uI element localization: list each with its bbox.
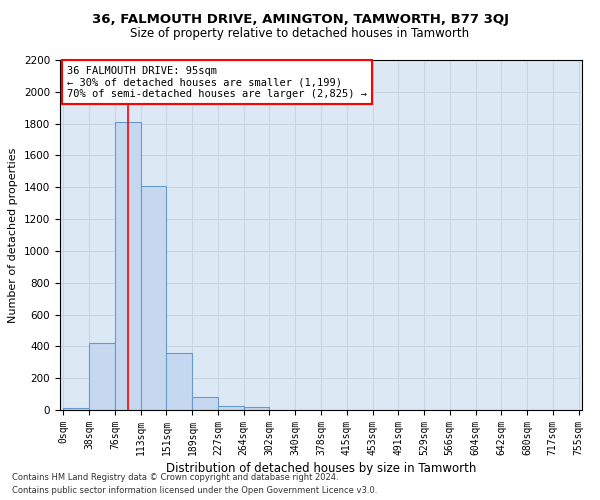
Bar [193,398,218,410]
Bar [89,343,115,410]
Bar [218,406,244,410]
Text: 36, FALMOUTH DRIVE, AMINGTON, TAMWORTH, B77 3QJ: 36, FALMOUTH DRIVE, AMINGTON, TAMWORTH, … [91,12,509,26]
Text: Contains public sector information licensed under the Open Government Licence v3: Contains public sector information licen… [12,486,377,495]
Bar [244,407,269,410]
Text: Size of property relative to detached houses in Tamworth: Size of property relative to detached ho… [130,28,470,40]
Y-axis label: Number of detached properties: Number of detached properties [8,148,19,322]
X-axis label: Distribution of detached houses by size in Tamworth: Distribution of detached houses by size … [166,462,476,475]
Bar [64,408,89,410]
Text: Contains HM Land Registry data © Crown copyright and database right 2024.: Contains HM Land Registry data © Crown c… [12,472,338,482]
Bar [115,122,140,410]
Text: 36 FALMOUTH DRIVE: 95sqm
← 30% of detached houses are smaller (1,199)
70% of sem: 36 FALMOUTH DRIVE: 95sqm ← 30% of detach… [67,66,367,99]
Bar [140,186,166,410]
Bar [166,352,191,410]
